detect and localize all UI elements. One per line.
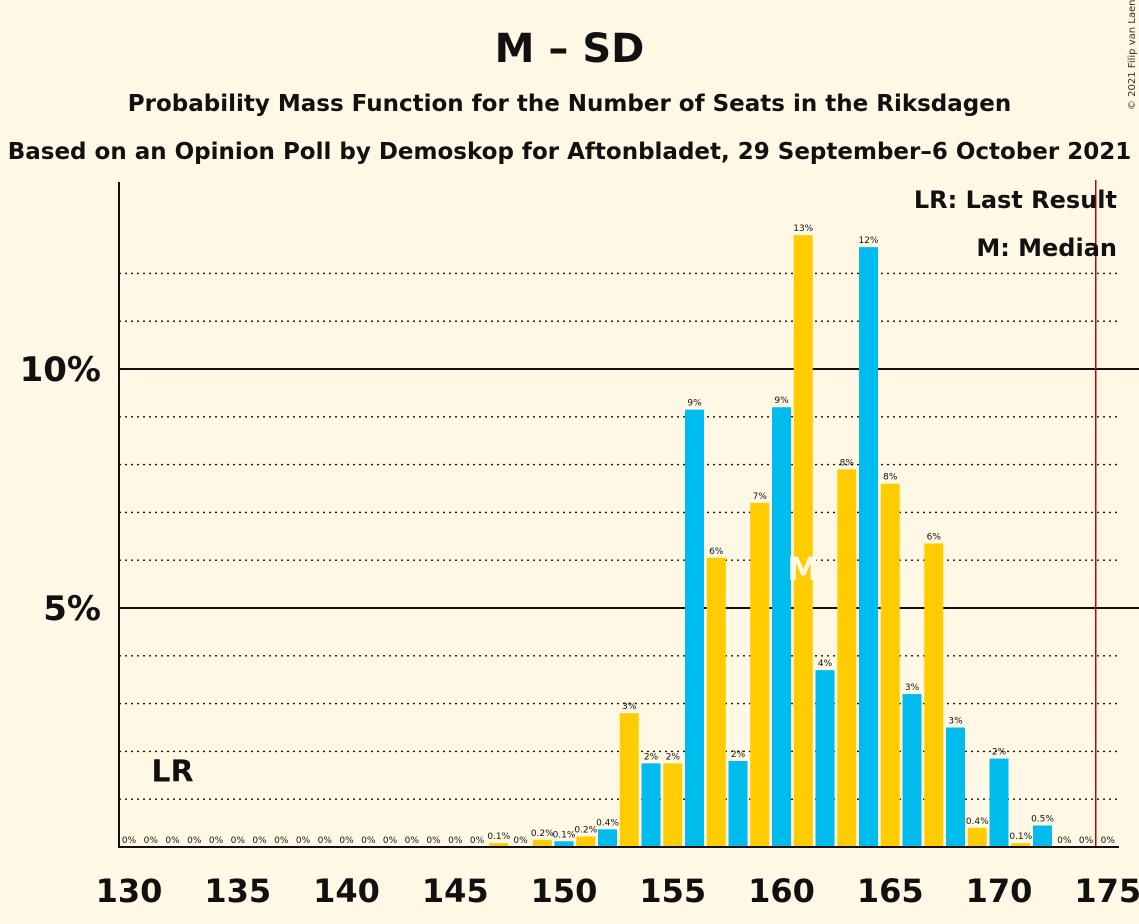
data-label-seat-144: 0%: [426, 836, 441, 846]
x-tick-label: 155: [639, 872, 706, 910]
data-label-seat-156: 9%: [687, 399, 702, 409]
bar-seat-165: [880, 483, 900, 847]
data-label-seat-172: 0.5%: [1031, 814, 1054, 824]
bar-seat-153: [619, 713, 639, 847]
data-label-seat-135: 0%: [231, 836, 246, 846]
bar-seat-161: [793, 235, 813, 847]
bar-seat-163: [837, 469, 857, 847]
data-label-seat-170: 2%: [992, 748, 1007, 758]
data-label-seat-145: 0%: [448, 836, 463, 846]
x-tick-label: 150: [531, 872, 598, 910]
bar-seat-162: [815, 670, 835, 847]
data-label-seat-157: 6%: [709, 547, 724, 557]
y-tick-label: 5%: [43, 589, 101, 629]
data-label-seat-162: 4%: [818, 659, 833, 669]
x-tick-label: 135: [204, 872, 271, 910]
data-label-seat-151: 0.2%: [574, 825, 597, 835]
data-label-seat-166: 3%: [905, 683, 920, 693]
bar-seat-169: [967, 827, 987, 847]
y-tick-label: 10%: [20, 350, 101, 390]
chart-subtitle-poll: Based on an Opinion Poll by Demoskop for…: [7, 139, 1132, 165]
data-label-seat-165: 8%: [883, 473, 898, 483]
data-label-seat-134: 0%: [209, 836, 224, 846]
data-label-seat-150: 0.1%: [553, 830, 576, 840]
legend-last-result: LR: Last Result: [913, 186, 1117, 214]
x-tick-label: 170: [966, 872, 1033, 910]
chart-title: M – SD: [494, 26, 645, 72]
bar-seat-172: [1033, 825, 1052, 847]
bar-seat-147: [489, 843, 509, 847]
bar-seat-154: [641, 763, 661, 847]
legend-median: M: Median: [976, 234, 1117, 262]
data-label-seat-155: 2%: [666, 752, 681, 762]
bar-seat-158: [728, 760, 748, 847]
x-tick-label: 165: [857, 872, 924, 910]
data-label-seat-142: 0%: [383, 836, 398, 846]
axes-group: 5% 10% 130 135 140 145 150 155 160 165 170 175: [20, 180, 1139, 910]
bar-seat-170: [989, 758, 1009, 847]
chart-subtitle: Probability Mass Function for the Number…: [127, 91, 1012, 117]
data-label-seat-169: 0.4%: [966, 817, 989, 827]
data-label-seat-159: 7%: [753, 492, 768, 502]
bar-seat-167: [924, 543, 944, 847]
bar-seat-155: [663, 763, 683, 847]
bar-seat-168: [946, 727, 965, 847]
data-label-seat-152: 0.4%: [596, 818, 619, 828]
data-label-seat-133: 0%: [187, 836, 202, 846]
x-tick-label: 160: [748, 872, 815, 910]
bars-group: [489, 235, 1052, 848]
median-marker: M: [787, 550, 819, 588]
data-label-seat-167: 6%: [927, 532, 942, 542]
data-label-seat-138: 0%: [296, 836, 311, 846]
data-label-seat-146: 0%: [470, 836, 485, 846]
data-label-seat-160: 9%: [774, 396, 789, 406]
data-label-seat-143: 0%: [405, 836, 420, 846]
data-label-seat-175: 0%: [1101, 836, 1116, 846]
data-label-seat-140: 0%: [339, 836, 354, 846]
data-label-seat-139: 0%: [318, 836, 333, 846]
data-label-seat-161: 13%: [793, 224, 813, 234]
x-tick-label: 140: [313, 872, 380, 910]
x-tick-label: 175: [1074, 872, 1139, 910]
x-tick-label: 145: [422, 872, 489, 910]
data-label-seat-131: 0%: [144, 836, 159, 846]
grid-lines: [119, 272, 1139, 800]
data-label-seat-163: 8%: [840, 458, 855, 468]
last-result-marker: LR: [151, 755, 193, 790]
data-label-seat-149: 0.2%: [531, 829, 554, 839]
data-label-seat-147: 0.1%: [487, 832, 510, 842]
bar-seat-156: [685, 409, 704, 847]
x-tick-label: 130: [96, 872, 163, 910]
data-label-seat-130: 0%: [122, 836, 137, 846]
bar-seat-152: [598, 829, 617, 847]
bar-seat-151: [576, 836, 596, 847]
data-label-seat-171: 0.1%: [1009, 832, 1032, 842]
data-label-seat-158: 2%: [731, 750, 746, 760]
data-label-seat-141: 0%: [361, 836, 376, 846]
data-label-seat-132: 0%: [165, 836, 180, 846]
data-label-seat-168: 3%: [948, 717, 963, 727]
bar-seat-160: [772, 407, 791, 847]
data-label-seat-173: 0%: [1057, 836, 1072, 846]
data-label-seat-164: 12%: [858, 236, 878, 246]
bar-seat-159: [750, 502, 770, 847]
data-labels-group: 0% 0% 0% 0% 0% 0% 0% 0% 0% 0% 0% 0% 0% 0% 0% 0% 0% 0.1% 0%…: [122, 224, 1115, 846]
bar-seat-157: [706, 557, 726, 847]
bar-seat-166: [902, 694, 922, 847]
bar-seat-149: [532, 839, 552, 847]
bar-seat-171: [1011, 843, 1031, 847]
data-label-seat-174: 0%: [1079, 836, 1094, 846]
bar-seat-150: [554, 841, 574, 847]
bar-seat-164: [859, 247, 878, 848]
data-label-seat-136: 0%: [252, 836, 267, 846]
data-label-seat-148: 0%: [513, 836, 528, 846]
data-label-seat-137: 0%: [274, 836, 289, 846]
data-label-seat-154: 2%: [644, 752, 659, 762]
data-label-seat-153: 3%: [622, 702, 637, 712]
